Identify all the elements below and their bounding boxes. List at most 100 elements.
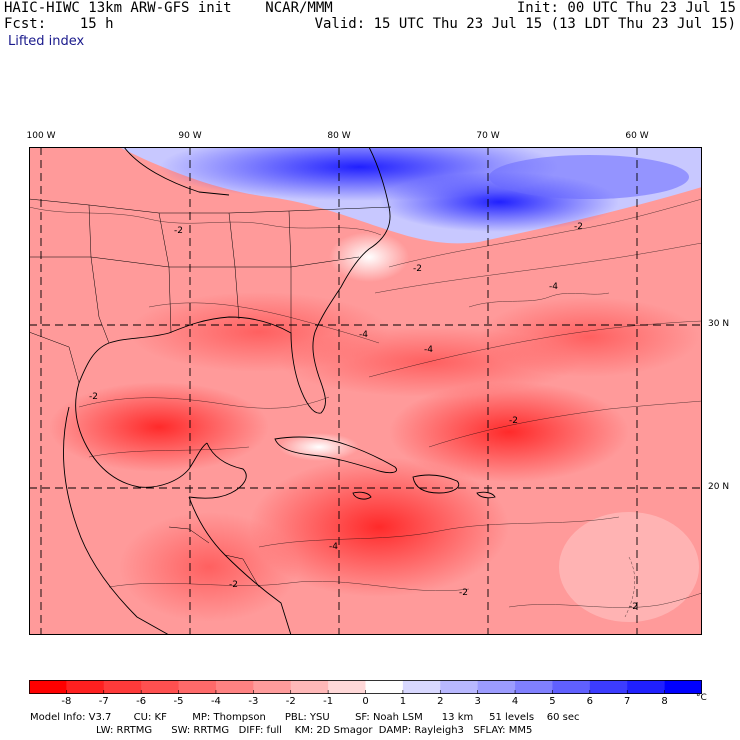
state-border-f: [29, 256, 360, 268]
contour-4: [148, 302, 380, 344]
yucatan-coastline: [188, 442, 247, 499]
lon-label-2: 80 W: [327, 131, 351, 141]
colorbar-unit: °C: [696, 693, 707, 703]
colorbar-label-11: 3: [474, 696, 481, 707]
stable-band-east: [489, 155, 689, 199]
lon-label-0: 100 W: [26, 131, 56, 141]
contour-label-6: -2: [89, 392, 98, 402]
contour-label-10: -2: [629, 602, 638, 612]
colorbar-label-15: 7: [624, 696, 631, 707]
colorbar-label-12: 4: [511, 696, 519, 707]
colorbar-swatch-0: [29, 680, 67, 694]
contour-10: [108, 580, 470, 592]
us-mexico-border: [29, 331, 80, 384]
colorbar-swatch-4: [178, 680, 217, 694]
colorbar-swatch-17: [664, 680, 702, 694]
colorbar-swatch-5: [215, 680, 254, 694]
colorbar-label-13: 5: [549, 696, 556, 707]
colorbar-label-14: 6: [586, 696, 594, 707]
contour-label-9: -2: [229, 580, 238, 590]
contour-3: [374, 242, 702, 294]
state-border-b: [88, 204, 110, 344]
colorbar-label-8: 0: [362, 696, 369, 707]
colorbar-swatch-13: [515, 680, 553, 694]
valid-time: Valid: 15 UTC Thu 23 Jul 15 (13 LDT Thu …: [314, 16, 736, 32]
political-borders: [29, 198, 392, 588]
contour-8: [428, 400, 702, 448]
unstable-band-east: [479, 297, 699, 377]
model-info-line1: Model Info: V3.7 CU: KF MP: Thompson PBL…: [30, 712, 580, 723]
contour-label-1: -2: [574, 222, 583, 232]
hispaniola-outline: [412, 474, 460, 494]
contour-11: [508, 592, 702, 608]
contour-5: [368, 320, 702, 378]
colorbar-label-7: -1: [323, 696, 334, 707]
field-name: Lifted index: [8, 34, 85, 49]
contour-7: [88, 446, 250, 458]
puerto-rico-outline: [476, 491, 496, 499]
colorbar: [29, 680, 702, 694]
contour-label-3: -4: [549, 282, 558, 292]
lifted-index-map: -2 -2 -2 -4 -4 -4 -2 -2 -4 -2 -2 -2: [29, 147, 702, 635]
contour-9: [258, 516, 620, 548]
contour-2: [388, 198, 702, 268]
colorbar-swatch-8: [328, 680, 366, 694]
colorbar-swatch-16: [627, 680, 666, 694]
colorbar-label-1: -7: [98, 696, 109, 707]
init-time: Init: 00 UTC Thu 23 Jul 15: [516, 0, 736, 16]
colorbar-swatch-12: [477, 680, 516, 694]
colorbar-label-2: -6: [136, 696, 147, 707]
colorbar-swatch-3: [141, 680, 180, 694]
contour-label-0: -2: [174, 226, 183, 236]
colorbar-label-6: -2: [285, 696, 296, 707]
colorbar-swatch-15: [589, 680, 628, 694]
contour-label-8: -4: [329, 542, 338, 552]
contour-6: [78, 396, 330, 409]
lon-label-4: 60 W: [625, 131, 649, 141]
colorbar-label-0: -8: [61, 696, 72, 707]
contour-label-4: -4: [359, 330, 368, 340]
weak-zone-southeast: [559, 512, 699, 622]
us-gulf-coastline: [75, 147, 391, 488]
contour-lines: [29, 198, 702, 618]
mexico-pacific-coast: [63, 406, 170, 635]
cuba-outline: [274, 436, 397, 474]
colorbar-label-4: -4: [210, 696, 221, 707]
central-america-border-a: [168, 526, 210, 544]
colorbar-label-3: -5: [173, 696, 184, 707]
colorbar-label-9: 1: [399, 696, 407, 707]
unstable-central-america: [119, 512, 299, 622]
unstable-core-atlantic: [389, 382, 629, 482]
lon-label-3: 70 W: [476, 131, 500, 141]
state-border-a: [29, 198, 392, 214]
coastlines: [63, 147, 496, 635]
contour-label-7: -2: [509, 416, 518, 426]
contour-label-2: -2: [413, 264, 422, 274]
map-frame: [29, 147, 702, 635]
colorbar-swatch-7: [290, 680, 329, 694]
lat-label-0: 30 N: [708, 319, 730, 329]
contour-label-5: -4: [424, 345, 433, 355]
colorbar-swatch-2: [103, 680, 142, 694]
colorbar-swatch-9: [365, 680, 404, 694]
run-title: HAIC-HIWC 13km ARW-GFS init NCAR/MMM: [4, 0, 333, 16]
contour-label-11: -2: [459, 588, 468, 598]
colorbar-label-5: -3: [248, 696, 259, 707]
contour-label-group: -2 -2 -2 -4 -4 -4 -2 -2 -4 -2 -2 -2: [89, 222, 638, 612]
colorbar-label-10: 2: [437, 696, 444, 707]
lat-label-1: 20 N: [708, 482, 730, 492]
lat-lon-grid: [29, 147, 702, 635]
colorbar-swatch-10: [402, 680, 441, 694]
neutral-zone-carolinas: [329, 232, 409, 282]
colorbar-swatch-1: [66, 680, 105, 694]
forecast-hour: Fcst: 15 h: [4, 16, 114, 32]
unstable-core-gulf: [49, 382, 269, 472]
colorbar-swatch-6: [253, 680, 292, 694]
contour-13: [624, 556, 635, 618]
contour-1: [29, 206, 382, 236]
colorbar-swatch-14: [552, 680, 591, 694]
unstable-core-caribbean: [249, 457, 509, 597]
lon-label-1: 90 W: [178, 131, 202, 141]
jamaica-outline: [352, 491, 372, 500]
colorbar-label-16: 8: [661, 696, 668, 707]
